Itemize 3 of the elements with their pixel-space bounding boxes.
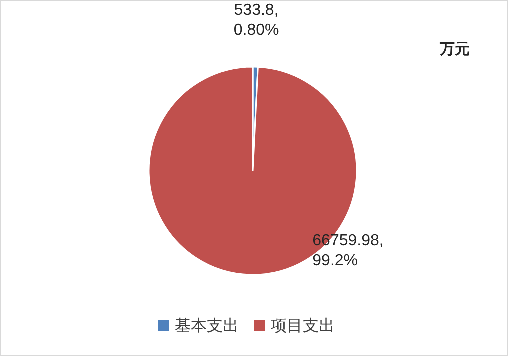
legend-label: 项目支出 bbox=[271, 317, 335, 335]
text: 万元 bbox=[439, 41, 470, 58]
legend-label: 基本支出 bbox=[175, 317, 239, 335]
